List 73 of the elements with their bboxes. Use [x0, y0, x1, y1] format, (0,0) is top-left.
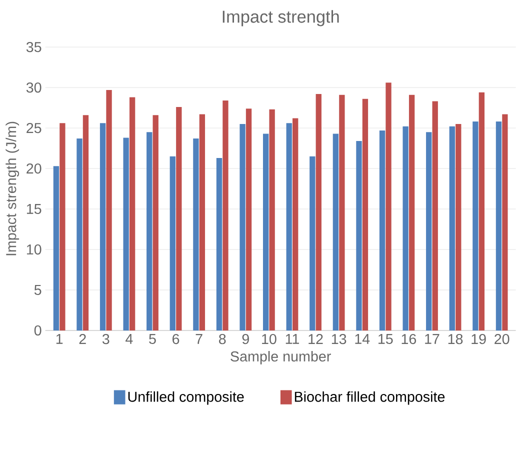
bar	[76, 138, 82, 330]
x-tick-label: 11	[286, 334, 299, 344]
y-tick-label: 10	[26, 244, 42, 255]
bar	[310, 156, 316, 330]
bar	[246, 108, 252, 330]
x-tick-label: 14	[355, 334, 370, 344]
bar	[100, 123, 106, 330]
bar	[199, 114, 206, 330]
bar	[402, 126, 408, 330]
bar	[82, 115, 89, 330]
bar	[456, 124, 462, 330]
x-tick-label: 12	[308, 334, 323, 344]
x-tick-label: 10	[262, 334, 276, 344]
bar	[432, 101, 438, 330]
y-tick-label: 30	[26, 82, 42, 93]
bar	[216, 158, 222, 330]
x-tick-label: 20	[494, 334, 510, 344]
bar	[316, 94, 322, 330]
legend-label: Biochar filled composite	[294, 391, 445, 405]
bar	[449, 126, 455, 330]
chart-title: Impact strength	[222, 10, 339, 26]
y-tick-label: 35	[26, 42, 42, 52]
bar	[269, 109, 275, 330]
bar	[240, 124, 246, 330]
bar	[53, 166, 60, 330]
bar	[193, 138, 199, 330]
x-tick-label: 4	[126, 334, 133, 344]
legend-label: Unfilled composite	[128, 391, 244, 405]
y-tick-label: 25	[26, 122, 42, 134]
x-tick-label: 2	[79, 334, 86, 344]
bar	[146, 132, 152, 330]
bar	[106, 90, 112, 330]
y-tick-label: 5	[34, 284, 42, 295]
bar	[362, 98, 368, 330]
x-tick-label: 8	[219, 334, 226, 344]
bar	[152, 115, 158, 330]
x-tick-label: 17	[425, 334, 440, 344]
x-tick-label: 16	[402, 334, 416, 344]
x-tick-label: 3	[102, 334, 110, 344]
bar	[170, 156, 176, 330]
bar	[129, 97, 136, 330]
bar	[478, 92, 485, 330]
bar	[60, 123, 66, 330]
bar	[339, 94, 345, 330]
bar	[332, 134, 339, 330]
bar	[379, 130, 386, 330]
x-axis-title: Sample number	[230, 350, 331, 364]
bar	[502, 114, 508, 330]
bar	[496, 122, 502, 330]
bar	[292, 118, 298, 330]
bar	[176, 106, 182, 330]
x-tick-label: 5	[149, 334, 156, 344]
x-tick-label: 6	[172, 334, 180, 344]
bar	[286, 123, 292, 330]
x-tick-label: 9	[242, 334, 249, 344]
x-tick-label: 7	[196, 334, 202, 344]
y-tick-label: 0	[34, 325, 42, 336]
x-tick-label: 13	[332, 334, 346, 344]
bar	[408, 94, 415, 330]
y-tick-label: 15	[26, 204, 42, 214]
x-tick-label: 1	[56, 334, 63, 344]
bar	[472, 122, 478, 330]
x-tick-label: 19	[472, 334, 486, 344]
bar	[222, 100, 228, 330]
bar	[356, 140, 362, 330]
bar	[426, 132, 432, 330]
bar	[386, 82, 392, 330]
bar	[262, 134, 269, 330]
x-tick-label: 18	[448, 334, 463, 344]
y-axis-title: Impact strength (J/m)	[6, 122, 20, 256]
bar	[123, 138, 129, 330]
x-tick-label: 15	[378, 334, 393, 344]
y-tick-label: 20	[26, 163, 42, 174]
